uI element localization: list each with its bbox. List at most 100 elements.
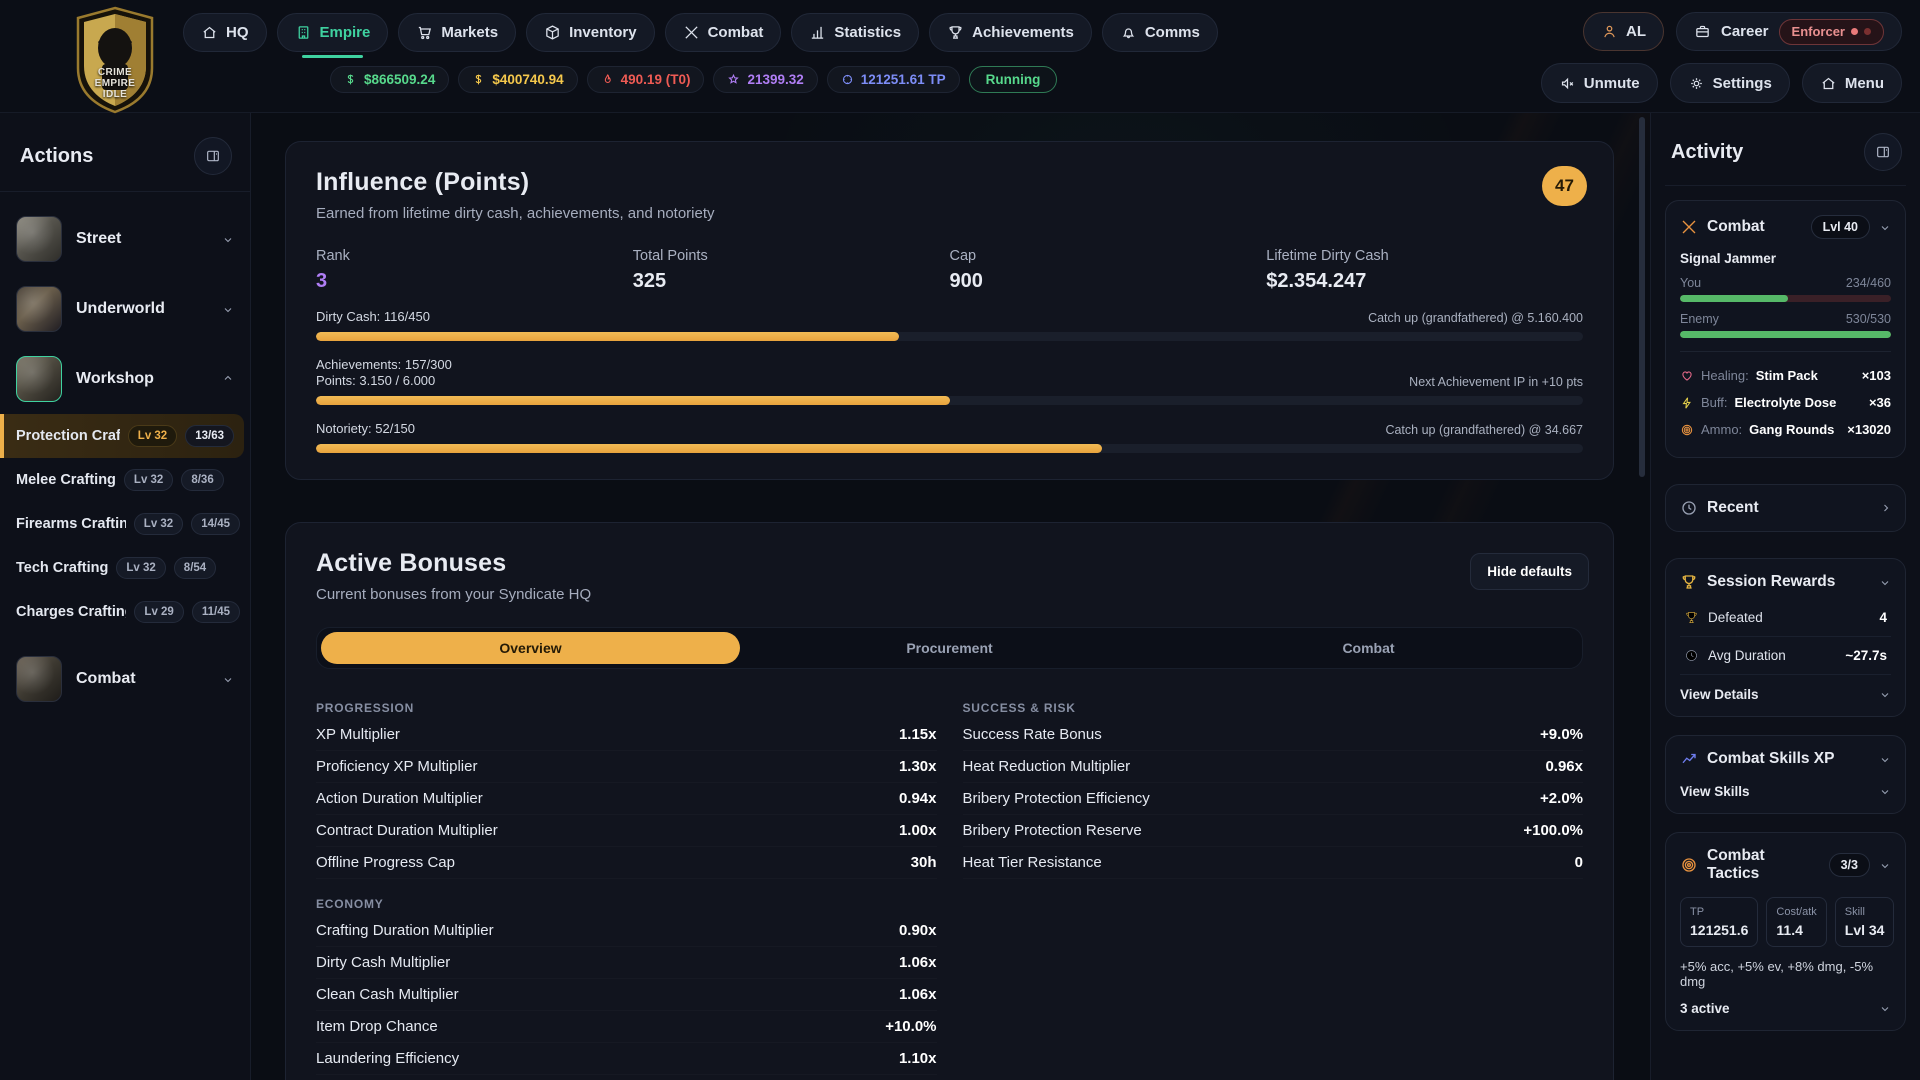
currency-value: $400740.94 — [492, 72, 564, 87]
trophy-icon — [1680, 573, 1698, 591]
recent-title: Recent — [1707, 499, 1759, 516]
settings-button[interactable]: Settings — [1669, 63, 1790, 103]
tab-overview[interactable]: Overview — [321, 632, 740, 664]
bonus-value: +100.0% — [1523, 822, 1583, 839]
level-badge: Lv 29 — [134, 601, 184, 623]
divider — [1665, 185, 1906, 186]
session-row-label: Defeated — [1708, 610, 1763, 625]
nav-comms[interactable]: Comms — [1101, 13, 1218, 52]
view-skills-button[interactable]: View Skills — [1680, 784, 1891, 799]
influence-pill[interactable]: 21399.32 — [713, 66, 818, 93]
achievements-progress: Achievements: 157/300 Points: 3.150 / 6.… — [316, 357, 1583, 405]
nav-statistics[interactable]: Statistics — [791, 13, 920, 52]
combat-skills-card: Combat Skills XP View Skills — [1665, 735, 1906, 814]
profile-button[interactable]: AL — [1582, 12, 1664, 51]
influence-subtitle: Earned from lifetime dirty cash, achieve… — [316, 205, 715, 222]
progress-track — [316, 332, 1583, 341]
main-scrollbar[interactable] — [1639, 117, 1645, 477]
bonus-row: Bribery Protection Efficiency +2.0% — [963, 783, 1584, 815]
ammo-item-row: Ammo: Gang Rounds ×13020 — [1680, 416, 1891, 443]
session-row-value: 4 — [1879, 610, 1887, 625]
bonus-row: Contract Duration Multiplier 1.00x — [316, 815, 937, 847]
item-kind: Buff: — [1701, 395, 1728, 410]
bonus-label: Proficiency XP Multiplier — [316, 758, 478, 775]
bonus-label: Bribery Protection Efficiency — [962, 790, 1150, 807]
nav-label: Empire — [319, 24, 371, 41]
chevron-down-icon[interactable] — [1879, 221, 1891, 233]
progress-track — [316, 444, 1583, 453]
nav-empire[interactable]: Empire — [276, 13, 389, 58]
stat-value: $2.354.247 — [1266, 270, 1367, 292]
nav-markets[interactable]: Markets — [398, 13, 517, 52]
sidebar-item-melee-crafting[interactable]: Melee Crafting Lv 32 8/36 — [0, 458, 250, 502]
bonus-value: 0.96x — [1545, 758, 1583, 775]
bonus-row: Heat Reduction Multiplier 0.96x — [963, 751, 1584, 783]
chevron-down-icon[interactable] — [1879, 753, 1891, 765]
heat-pill[interactable]: 490.19 (T0) — [586, 66, 705, 93]
underworld-thumbnail — [16, 286, 62, 332]
bar-note: Catch up (grandfathered) @ 34.667 — [1385, 423, 1583, 437]
nav-hq[interactable]: HQ — [183, 13, 267, 52]
sidebar-item-underworld[interactable]: Underworld — [0, 274, 250, 344]
sidebar-item-combat[interactable]: Combat — [0, 644, 250, 714]
panel-collapse-icon — [205, 148, 221, 164]
defeated-row: Defeated 4 — [1680, 599, 1891, 637]
star-icon — [727, 73, 740, 86]
stat-lifetime-dirty-cash: Lifetime Dirty Cash $2.354.247 — [1266, 248, 1583, 293]
influence-stats: Rank 3 Total Points 325 Cap 900 Lifetime… — [316, 248, 1583, 293]
bonus-row: Proficiency XP Multiplier 1.30x — [316, 751, 937, 783]
chevron-down-icon[interactable] — [1879, 859, 1891, 871]
tp-pill[interactable]: 121251.61 TP — [826, 66, 960, 93]
sidebar-item-charges-crafting[interactable]: Charges Crafting Lv 29 11/45 — [0, 590, 250, 634]
sidebar-item-firearms-crafting[interactable]: Firearms Crafting Lv 32 14/45 — [0, 502, 250, 546]
you-hp-value: 234/460 — [1845, 276, 1891, 290]
bonus-row: Success Rate Bonus +9.0% — [963, 719, 1584, 751]
nav-inventory[interactable]: Inventory — [526, 13, 655, 52]
game-logo: CRIME EMPIRE IDLE — [72, 6, 158, 114]
career-button[interactable]: Career Enforcer — [1675, 12, 1902, 51]
stat-value: 11.4 — [1776, 922, 1803, 938]
nav-achievements[interactable]: Achievements — [929, 13, 1092, 52]
bonus-row: Crafting Duration Multiplier 0.90x — [316, 915, 937, 947]
combat-skills-title: Combat Skills XP — [1707, 750, 1835, 767]
recent-card[interactable]: Recent — [1665, 484, 1906, 532]
clean-cash-pill[interactable]: $400740.94 — [458, 66, 578, 93]
menu-button[interactable]: Menu — [1801, 63, 1902, 103]
chevron-down-icon[interactable] — [1879, 576, 1891, 588]
progress-badge: 13/63 — [185, 425, 234, 447]
tab-combat[interactable]: Combat — [1342, 640, 1395, 656]
sidebar-item-street[interactable]: Street — [0, 204, 250, 274]
combat-card-title: Combat — [1707, 218, 1765, 235]
dirty-cash-pill[interactable]: $866509.24 — [330, 66, 450, 93]
bar-label: Achievements: 157/300 — [316, 357, 452, 372]
dollar-icon — [472, 73, 485, 86]
tab-procurement[interactable]: Procurement — [906, 640, 993, 656]
speaker-muted-icon — [1559, 75, 1576, 92]
bonuses-title: Active Bonuses — [316, 549, 507, 577]
street-thumbnail — [16, 216, 62, 262]
collapse-activity-button[interactable] — [1864, 133, 1902, 171]
currency-bar: $866509.24 $400740.94 490.19 (T0) 21399.… — [330, 66, 1058, 93]
sidebar-item-protection-crafting[interactable]: Protection Craf... Lv 32 13/63 — [0, 414, 244, 458]
unmute-button[interactable]: Unmute — [1540, 63, 1658, 103]
view-details-button[interactable]: View Details — [1680, 687, 1891, 702]
trophy-icon — [1684, 610, 1699, 625]
sidebar-item-workshop[interactable]: Workshop — [0, 344, 250, 414]
item-name: Stim Pack — [1755, 368, 1818, 383]
active-tactics-toggle[interactable]: 3 active — [1680, 1001, 1891, 1016]
chart-icon — [809, 24, 826, 41]
active-bonuses-panel: Hide defaults Active Bonuses Current bon… — [285, 522, 1614, 1080]
sub-item-label: Charges Crafting — [16, 604, 127, 620]
bonus-row: Heat Tier Resistance 0 — [963, 847, 1584, 879]
collapse-sidebar-button[interactable] — [194, 137, 232, 175]
hide-defaults-button[interactable]: Hide defaults — [1470, 553, 1589, 590]
chevron-up-icon — [222, 373, 234, 385]
cart-icon — [416, 24, 433, 41]
bonus-row: Dirty Cash Multiplier 1.06x — [316, 947, 937, 979]
target-icon — [1680, 856, 1698, 874]
nav-combat[interactable]: Combat — [664, 13, 782, 52]
sidebar-item-tech-crafting[interactable]: Tech Crafting Lv 32 8/54 — [0, 546, 250, 590]
combat-activity-card: Combat Lvl 40 Signal Jammer You 234/460 E… — [1665, 200, 1906, 458]
level-badge: Lv 32 — [133, 513, 184, 535]
